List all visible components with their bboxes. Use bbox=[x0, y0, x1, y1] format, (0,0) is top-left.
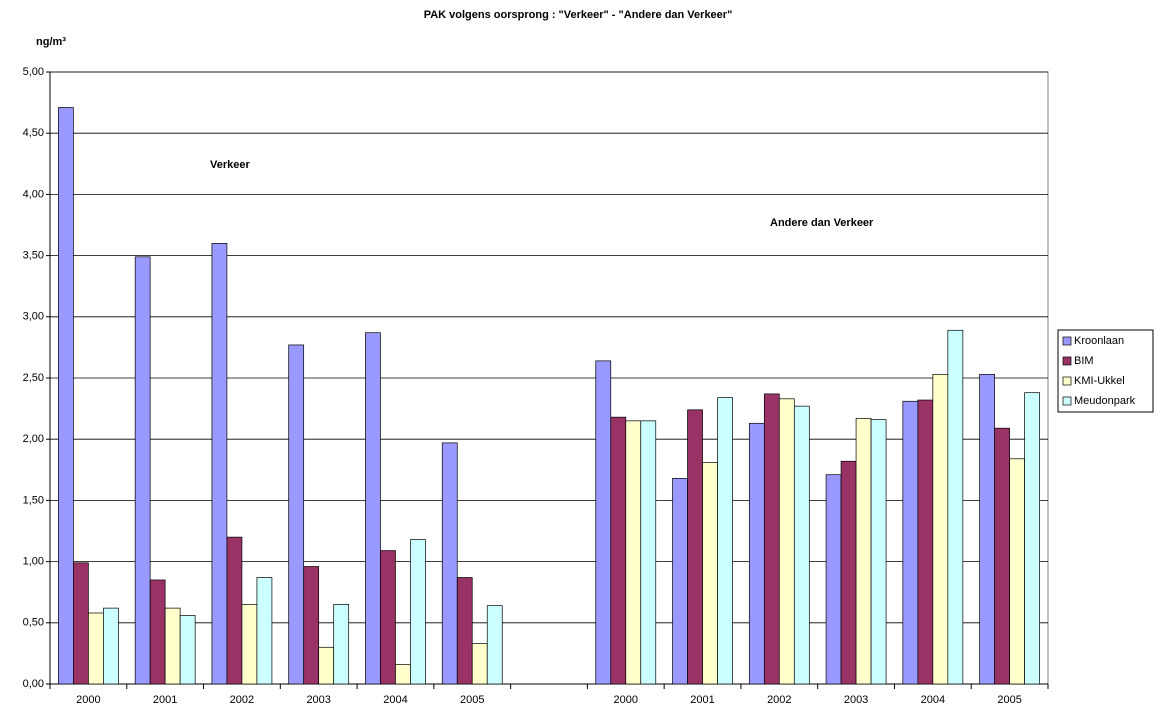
bar bbox=[134, 256, 151, 685]
legend-label: Meudonpark bbox=[1074, 395, 1136, 407]
bar bbox=[640, 420, 657, 685]
bar bbox=[763, 393, 780, 685]
bar bbox=[256, 577, 273, 685]
y-tick-label: 0,00 bbox=[23, 678, 44, 690]
x-tick-label: 2005 bbox=[460, 694, 484, 706]
bar bbox=[717, 397, 733, 685]
bar bbox=[395, 664, 411, 685]
bar bbox=[179, 615, 196, 685]
bar bbox=[902, 400, 919, 685]
bar bbox=[486, 605, 503, 685]
y-axis-label: ng/m³ bbox=[36, 36, 66, 48]
bar bbox=[702, 462, 718, 685]
x-tick-label: 2001 bbox=[153, 694, 177, 706]
bar bbox=[441, 442, 458, 685]
bar bbox=[303, 566, 320, 685]
y-tick-label: 5,00 bbox=[23, 66, 44, 78]
bar bbox=[1009, 458, 1025, 685]
y-tick-label: 3,00 bbox=[23, 311, 44, 323]
legend-label: Kroonlaan bbox=[1074, 335, 1124, 347]
bar bbox=[471, 643, 488, 685]
bar bbox=[610, 416, 627, 685]
bar bbox=[318, 646, 335, 685]
bar bbox=[687, 409, 703, 685]
bar bbox=[917, 399, 934, 685]
bar bbox=[164, 607, 181, 685]
legend-swatch bbox=[1062, 376, 1072, 386]
x-tick-label: 2003 bbox=[306, 694, 330, 706]
bar bbox=[778, 398, 795, 685]
bar bbox=[333, 604, 350, 685]
y-tick-label: 2,00 bbox=[23, 433, 44, 445]
bar bbox=[595, 360, 612, 685]
x-tick-label: 2003 bbox=[844, 694, 868, 706]
x-tick-label: 2002 bbox=[767, 694, 791, 706]
bar bbox=[365, 332, 381, 685]
legend-label: BIM bbox=[1074, 355, 1094, 367]
x-tick-label: 2005 bbox=[997, 694, 1021, 706]
bar bbox=[932, 373, 949, 685]
y-tick-label: 4,50 bbox=[23, 127, 44, 139]
bar bbox=[456, 577, 473, 685]
bar bbox=[103, 607, 119, 685]
legend-swatch bbox=[1062, 396, 1072, 406]
y-tick-label: 1,50 bbox=[23, 494, 44, 506]
bar bbox=[241, 604, 258, 685]
bar bbox=[625, 420, 642, 685]
bar bbox=[410, 539, 426, 685]
bar bbox=[748, 422, 765, 685]
bar bbox=[840, 460, 857, 685]
bar bbox=[994, 427, 1010, 685]
bar bbox=[979, 373, 995, 685]
y-tick-label: 4,00 bbox=[23, 188, 44, 200]
x-tick-label: 2000 bbox=[614, 694, 638, 706]
bar bbox=[58, 107, 74, 685]
x-tick-label: 2004 bbox=[383, 694, 407, 706]
y-tick-label: 2,50 bbox=[23, 372, 44, 384]
bar bbox=[73, 562, 89, 685]
x-tick-label: 2001 bbox=[690, 694, 714, 706]
bar bbox=[825, 474, 842, 685]
x-tick-label: 2000 bbox=[76, 694, 100, 706]
bar bbox=[870, 419, 887, 685]
chart-title: PAK volgens oorsprong : "Verkeer" - "And… bbox=[424, 9, 733, 21]
annotation: Verkeer bbox=[210, 159, 250, 171]
bar bbox=[211, 243, 228, 685]
bar bbox=[380, 550, 396, 685]
x-tick-label: 2002 bbox=[230, 694, 254, 706]
y-tick-label: 0,50 bbox=[23, 617, 44, 629]
legend-box bbox=[1057, 329, 1154, 413]
bar bbox=[88, 612, 104, 685]
annotation: Andere dan Verkeer bbox=[770, 217, 874, 229]
bar bbox=[855, 418, 872, 685]
y-tick-label: 3,50 bbox=[23, 250, 44, 262]
bar bbox=[672, 478, 688, 685]
bar bbox=[947, 329, 964, 685]
y-tick-label: 1,00 bbox=[23, 556, 44, 568]
bar bbox=[288, 344, 305, 685]
bar bbox=[149, 579, 166, 685]
bar bbox=[1024, 392, 1040, 685]
legend-label: KMI-Ukkel bbox=[1074, 375, 1125, 387]
legend-swatch bbox=[1062, 336, 1072, 346]
legend-swatch bbox=[1062, 356, 1072, 366]
bar bbox=[793, 405, 810, 685]
x-tick-label: 2004 bbox=[921, 694, 945, 706]
bar bbox=[226, 536, 243, 685]
